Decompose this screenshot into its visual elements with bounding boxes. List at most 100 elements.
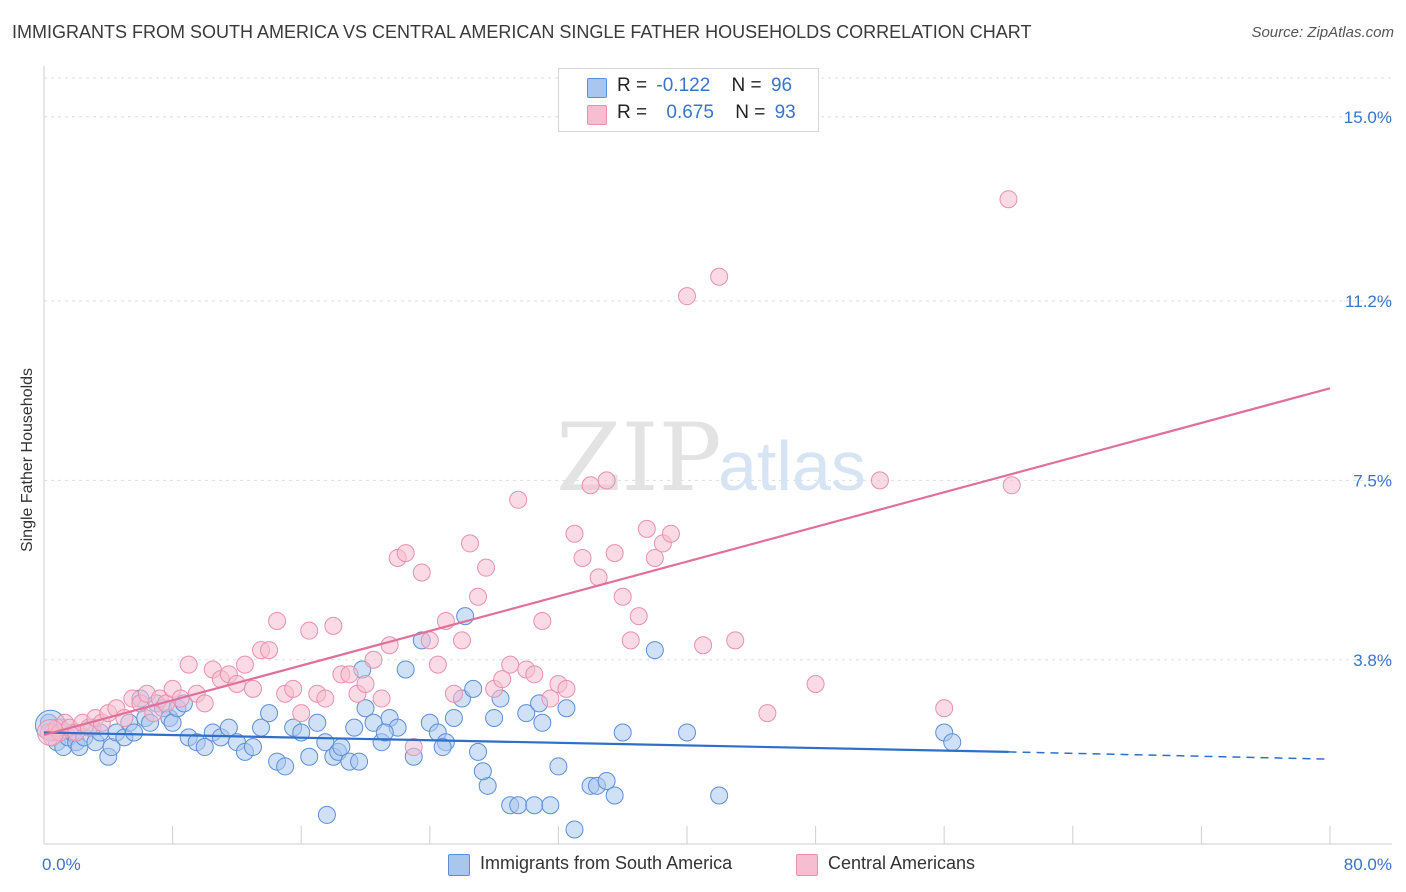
immigrants-point [195,738,214,757]
central-point [678,287,696,306]
legend-swatch-pink [587,105,607,125]
immigrants-point [469,742,488,761]
central-point [629,607,648,626]
central-point [284,679,303,698]
central-point [501,655,520,674]
central-point [806,675,825,694]
immigrants-trend-line [43,731,1009,753]
bottom-legend-label-immigrants: Immigrants from South America [480,853,733,873]
x-tick-label-max: 80.0% [1344,855,1392,874]
central-point [573,548,592,567]
legend-r-value-1: -0.122 [656,75,711,96]
immigrants-trend-dashed [1008,751,1331,760]
immigrants-point [613,723,632,742]
immigrants-point [525,796,544,815]
central-point [870,471,889,490]
legend-swatch-blue [587,78,607,98]
series-central-points [36,190,1021,757]
immigrants-point [350,752,369,771]
tick-labels: 3.8% 7.5% 11.2% 15.0% 0.0% 80.0% [42,108,1392,874]
central-point [444,684,463,703]
bottom-legend-swatch-pink [796,854,818,876]
immigrants-point [557,699,576,718]
immigrants-point [509,796,528,815]
central-point [340,665,359,684]
central-point [243,679,262,698]
central-point [935,699,954,718]
central-point [581,476,600,495]
central-point [452,631,471,650]
immigrants-point [444,708,463,727]
central-point [605,544,624,563]
y-tick-label: 7.5% [1353,471,1392,490]
legend-label-immigrants: R = -0.122 N = 96 [617,75,792,97]
central-point [316,689,335,708]
central-point [235,655,254,674]
chart-title: IMMIGRANTS FROM SOUTH AMERICA VS CENTRAL… [12,22,1032,42]
central-point [356,675,375,694]
watermark-atlas: atlas [718,427,866,505]
central-point [428,655,447,674]
immigrants-point [433,738,452,757]
immigrants-point [375,723,394,742]
immigrants-point [541,796,560,815]
central-point [541,689,560,708]
bottom-legend-label-central: Central Americans [828,853,976,873]
immigrants-point [276,757,295,776]
immigrants-point [710,786,729,805]
immigrants-point [597,771,616,790]
central-point [661,524,680,543]
central-point [324,616,343,635]
grid-lines [44,77,1392,661]
central-point [412,563,431,582]
immigrants-point [943,733,962,752]
y-tick-label: 15.0% [1344,108,1392,127]
legend-label-central: R = 0.675 N = 93 [617,102,796,124]
immigrants-point [260,704,279,723]
central-point [260,641,279,660]
y-tick-label: 11.2% [1345,292,1392,311]
trend-lines [43,387,1331,760]
central-point [460,534,479,553]
legend-n-value-1: 96 [770,75,793,96]
central-point [999,190,1018,209]
watermark-zip: ZIP [556,404,722,513]
central-point [525,665,544,684]
legend-r-label-2: R = [617,102,648,123]
immigrants-point [549,757,568,776]
central-point [195,694,214,713]
central-point [477,558,496,577]
central-point [694,636,713,655]
immigrants-point [517,704,536,723]
bottom-legend-swatch-blue [448,854,470,876]
central-point [469,587,488,606]
central-point [179,655,198,674]
immigrants-point [125,723,144,742]
central-point [300,621,319,640]
central-point [1002,476,1021,495]
immigrants-point [464,679,483,698]
immigrants-point [300,747,319,766]
legend-n-value-2: 93 [774,102,796,123]
central-point [565,524,584,543]
immigrants-point [565,820,584,839]
series-immigrants-points [34,607,962,839]
legend-n-label-2: N = [735,102,766,123]
y-tick-label: 3.8% [1353,651,1392,670]
central-point [396,544,415,563]
immigrants-point [317,805,336,824]
central-point [493,670,512,689]
central-point [621,631,640,650]
legend-r-label-1: R = [617,75,648,96]
central-point [557,679,576,698]
central-point [613,587,632,606]
axes [43,66,1392,845]
legend-n-label-1: N = [731,75,762,96]
immigrants-point [308,713,327,732]
immigrants-point [485,708,504,727]
immigrants-point [356,699,375,718]
chart-source: Source: ZipAtlas.com [1251,24,1394,41]
central-point [533,611,552,630]
central-point [268,611,287,630]
